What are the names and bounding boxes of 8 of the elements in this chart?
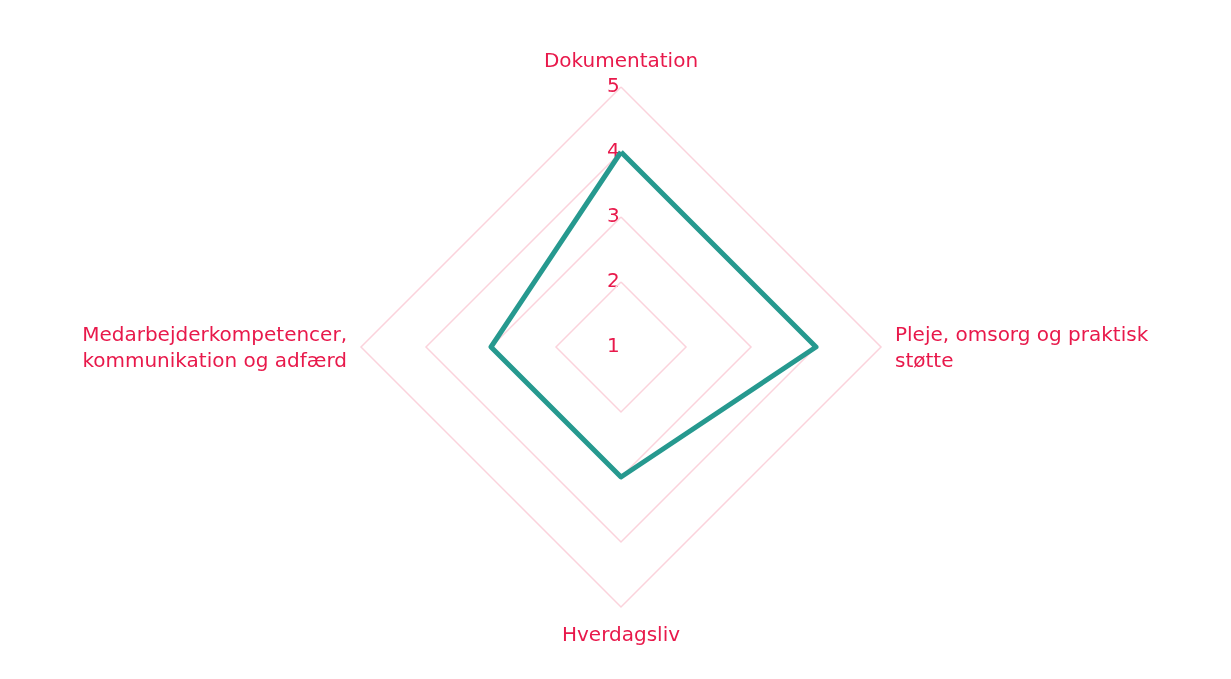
y-tick-label: 5 <box>607 73 620 97</box>
y-tick-label: 1 <box>607 333 620 357</box>
spoke-label: Medarbejderkompetencer, kommunikation og adfærd <box>82 322 347 372</box>
y-tick-label: 3 <box>607 203 620 227</box>
spoke-label: Pleje, omsorg og praktisk støtte <box>895 322 1149 372</box>
spoke-label: Dokumentation <box>543 48 699 72</box>
spoke-label: Hverdagsliv <box>561 622 681 646</box>
y-tick-label: 2 <box>607 268 620 292</box>
